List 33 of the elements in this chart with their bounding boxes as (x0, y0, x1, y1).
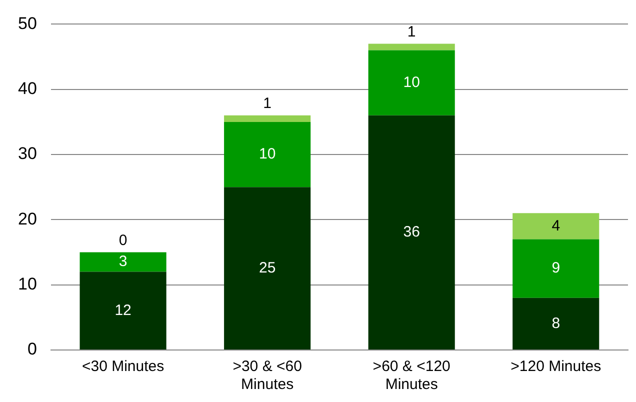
y-tick-label: 40 (18, 79, 37, 98)
bar (368, 115, 455, 350)
y-tick-label: 10 (18, 274, 37, 294)
x-tick-label: <30 Minutes (82, 358, 164, 376)
data-label: 4 (552, 217, 560, 234)
y-tick-label: 30 (18, 144, 37, 164)
bar (368, 50, 455, 116)
bar (224, 122, 311, 188)
data-label: 12 (114, 302, 132, 319)
bar (512, 298, 600, 350)
bar (80, 252, 166, 272)
y-tick-label: 0 (27, 340, 37, 359)
data-label: 3 (118, 253, 128, 270)
x-tick-label: >120 Minutes (510, 358, 602, 376)
bar (224, 187, 311, 350)
x-tick-label: >60 & <120 Minutes (372, 358, 450, 394)
bar (80, 272, 166, 350)
bar (224, 115, 311, 122)
y-tick-label: 50 (18, 14, 37, 33)
data-label: 10 (258, 146, 276, 163)
data-label: 1 (407, 23, 416, 40)
data-label: 8 (552, 314, 560, 332)
y-tick-label: 20 (18, 209, 37, 228)
x-tick-label: >30 & <60 Minutes (232, 358, 302, 394)
bar (512, 213, 600, 240)
data-label: 1 (263, 95, 272, 112)
data-label: 25 (258, 259, 276, 276)
data-label: 36 (403, 224, 420, 241)
bar (368, 44, 455, 50)
bar (512, 239, 600, 298)
data-label: 10 (403, 74, 420, 91)
data-label: 9 (552, 260, 560, 277)
data-label: 0 (118, 232, 128, 249)
